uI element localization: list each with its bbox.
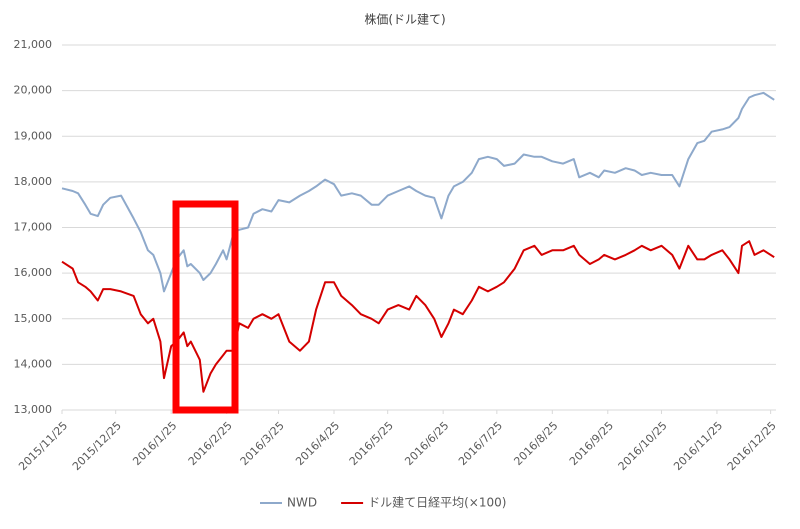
chart-title: 株価(ドル建て) bbox=[364, 12, 445, 27]
y-tick-label: 17,000 bbox=[14, 221, 53, 234]
x-tick-label: 2015/11/25 bbox=[16, 419, 70, 473]
y-tick-label: 18,000 bbox=[14, 175, 53, 188]
y-tick-label: 14,000 bbox=[14, 357, 53, 370]
x-tick-label: 2016/1/25 bbox=[130, 419, 179, 468]
y-tick-label: 13,000 bbox=[14, 403, 53, 416]
x-tick-label: 2016/10/25 bbox=[616, 419, 670, 473]
y-tick-label: 20,000 bbox=[14, 84, 53, 97]
highlight-box bbox=[172, 200, 239, 414]
x-tick-label: 2016/5/25 bbox=[347, 419, 396, 468]
x-tick-label: 2016/8/25 bbox=[511, 419, 560, 468]
x-tick-label: 2016/7/25 bbox=[456, 419, 505, 468]
y-tick-label: 16,000 bbox=[14, 266, 53, 279]
x-tick-label: 2016/11/25 bbox=[671, 419, 725, 473]
x-tick-label: 2016/12/25 bbox=[725, 419, 779, 473]
x-tick-label: 2016/9/25 bbox=[567, 419, 616, 468]
series-line bbox=[61, 240, 775, 393]
x-tick-label: 2016/6/25 bbox=[402, 419, 451, 468]
x-tick-label: 2016/2/25 bbox=[186, 419, 235, 468]
y-tick-label: 19,000 bbox=[14, 129, 53, 142]
y-tick-label: 15,000 bbox=[14, 312, 53, 325]
legend-label: ドル建て日経平均(×100) bbox=[368, 496, 506, 510]
legend-label: NWD bbox=[287, 496, 317, 510]
x-tick-label: 2016/4/25 bbox=[293, 419, 342, 468]
series-line bbox=[61, 91, 775, 293]
x-tick-label: 2015/12/25 bbox=[70, 419, 124, 473]
x-tick-label: 2016/3/25 bbox=[238, 419, 287, 468]
y-tick-label: 21,000 bbox=[14, 38, 53, 51]
